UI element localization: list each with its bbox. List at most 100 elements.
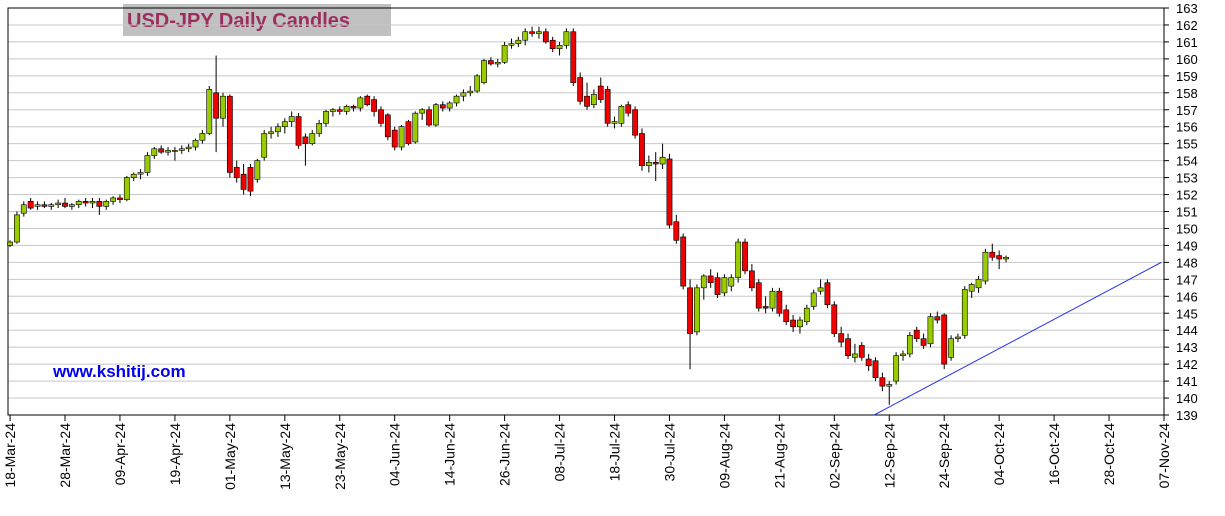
y-tick-label: 151 <box>1176 205 1198 220</box>
candle-body <box>989 251 996 258</box>
x-tick-label: 21-Aug-24 <box>771 423 787 489</box>
candle-body <box>446 102 453 109</box>
candle-body <box>487 60 494 65</box>
candle-body <box>89 201 96 204</box>
candle-body <box>604 89 611 124</box>
candle-body <box>460 92 467 97</box>
candle-body <box>982 251 989 282</box>
y-tick-label: 163 <box>1176 1 1198 16</box>
x-tick-label: 09-Apr-24 <box>112 423 128 485</box>
candle-body <box>481 60 487 83</box>
x-tick-label: 07-Nov-24 <box>1156 423 1172 489</box>
candle-body <box>639 133 645 167</box>
candle-body <box>1003 256 1009 260</box>
candle-body <box>824 282 831 306</box>
candle-body <box>254 160 261 180</box>
candle-body <box>570 31 577 83</box>
candle-body <box>810 292 817 307</box>
title-box <box>123 4 391 36</box>
candle-body <box>515 39 522 44</box>
x-tick-label: 16-Oct-24 <box>1046 423 1062 485</box>
y-tick-label: 146 <box>1176 289 1198 304</box>
candle-body <box>172 150 178 152</box>
x-tick-label: 24-Sep-24 <box>936 423 952 489</box>
candle-body <box>508 43 515 46</box>
candle-body <box>948 338 954 358</box>
candle-body <box>295 116 302 146</box>
candle-body <box>611 121 618 124</box>
candle-body <box>996 255 1003 260</box>
candle-body <box>790 319 796 328</box>
candle-body <box>206 89 213 134</box>
candle-body <box>27 201 34 209</box>
candle-body <box>838 333 845 343</box>
candle-body <box>281 121 288 128</box>
candle-body <box>529 31 535 34</box>
candle-body <box>14 214 20 243</box>
y-tick-label: 155 <box>1176 137 1198 152</box>
candle-body <box>501 45 508 63</box>
y-tick-label: 160 <box>1176 52 1198 67</box>
candle-body <box>645 162 652 167</box>
candle-body <box>618 106 625 124</box>
y-tick-label: 153 <box>1176 171 1198 186</box>
candle-body <box>419 109 426 114</box>
candle-body <box>893 355 900 382</box>
candle-body <box>62 202 68 207</box>
candle-body <box>652 162 659 165</box>
candle-body <box>192 139 199 148</box>
x-tick-label: 08-Jul-24 <box>552 423 568 482</box>
candle-body <box>659 156 666 165</box>
candle-body <box>275 126 281 133</box>
candle-body <box>75 201 82 206</box>
candle-body <box>694 287 700 333</box>
candle-body <box>433 104 439 126</box>
candle-body <box>783 309 790 323</box>
candle-body <box>852 353 858 358</box>
y-tick-label: 162 <box>1176 18 1198 33</box>
candle-body <box>913 329 920 339</box>
y-tick-label: 141 <box>1176 374 1198 389</box>
candle-body <box>343 106 350 112</box>
candle-body <box>144 155 151 173</box>
candle-body <box>845 338 851 356</box>
candle-body <box>755 282 762 309</box>
candle-body <box>900 353 906 356</box>
candle-body <box>7 241 13 246</box>
candle-body <box>941 314 948 365</box>
candle-body <box>879 377 886 387</box>
candle-body <box>865 358 872 367</box>
candle-body <box>357 97 364 109</box>
y-tick-label: 143 <box>1176 340 1198 355</box>
candle-body <box>48 204 55 207</box>
candle-body <box>130 173 137 178</box>
candle-body <box>288 116 295 122</box>
candle-body <box>240 173 247 190</box>
candle-body <box>364 95 371 105</box>
x-tick-label: 30-Jul-24 <box>661 423 677 482</box>
candle-body <box>110 197 116 202</box>
candle-body <box>522 31 529 41</box>
trend-line <box>873 261 1162 416</box>
candle-body <box>673 221 680 241</box>
x-tick-label: 04-Oct-24 <box>991 423 1007 485</box>
candle-body <box>803 307 810 323</box>
candle-body <box>151 148 158 156</box>
candle-body <box>96 201 103 207</box>
y-tick-label: 148 <box>1176 255 1198 270</box>
candle-body <box>68 204 75 207</box>
candle-body <box>597 85 604 100</box>
candle-body <box>961 289 968 336</box>
plot-frame <box>7 7 1165 416</box>
candle-body <box>886 384 893 387</box>
candle-body <box>700 275 707 289</box>
candle-body <box>467 90 474 94</box>
candle-body <box>563 31 570 46</box>
chart-title: USD-JPY Daily Candles <box>127 10 350 32</box>
candle-body <box>742 241 748 272</box>
candle-body <box>185 146 192 150</box>
candle-body <box>384 114 391 138</box>
candle-body <box>378 109 384 124</box>
candle-body <box>831 304 838 334</box>
y-tick-label: 139 <box>1176 408 1198 423</box>
